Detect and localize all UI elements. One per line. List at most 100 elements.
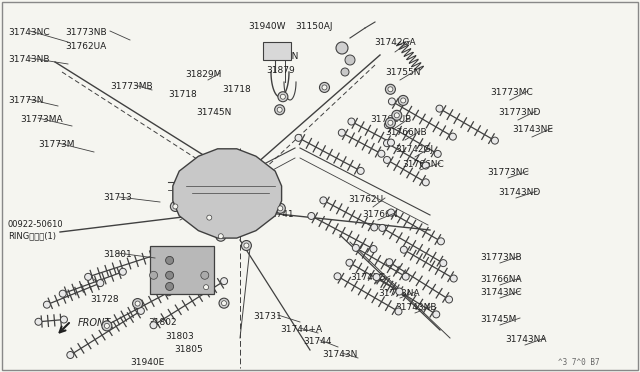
Circle shape: [422, 162, 429, 169]
Text: 31940N: 31940N: [263, 52, 298, 61]
Text: 31745M: 31745M: [480, 315, 516, 324]
Text: 31743NC: 31743NC: [8, 28, 50, 37]
Text: 31773MC: 31773MC: [490, 88, 532, 97]
Text: 31762U: 31762U: [348, 195, 383, 204]
Text: 31743NC: 31743NC: [480, 288, 522, 297]
Text: 31773NB: 31773NB: [65, 28, 107, 37]
Circle shape: [383, 140, 390, 147]
Text: 31743NE: 31743NE: [512, 125, 553, 134]
Circle shape: [339, 129, 346, 136]
Text: 31773M: 31773M: [38, 140, 74, 149]
Text: 31718: 31718: [168, 90, 196, 99]
Circle shape: [401, 246, 407, 253]
Circle shape: [385, 84, 396, 94]
Text: 31743N: 31743N: [322, 350, 357, 359]
Circle shape: [394, 113, 399, 118]
Circle shape: [371, 224, 378, 231]
Circle shape: [357, 167, 364, 174]
Text: 00922-50610: 00922-50610: [8, 220, 63, 229]
Text: 31940E: 31940E: [130, 358, 164, 367]
Circle shape: [204, 285, 209, 290]
Circle shape: [398, 96, 408, 105]
Circle shape: [348, 118, 355, 125]
Circle shape: [97, 280, 104, 286]
Circle shape: [336, 42, 348, 54]
Circle shape: [308, 212, 315, 219]
Text: 31773N: 31773N: [8, 96, 44, 105]
Circle shape: [378, 150, 385, 157]
Circle shape: [221, 278, 228, 285]
Circle shape: [440, 260, 447, 267]
Text: 31766NC: 31766NC: [402, 160, 444, 169]
Text: 31773NA: 31773NA: [378, 289, 420, 298]
Circle shape: [166, 271, 173, 279]
Circle shape: [201, 271, 209, 279]
Circle shape: [341, 68, 349, 76]
Circle shape: [102, 321, 112, 331]
Text: RINGリング(1): RINGリング(1): [8, 231, 56, 240]
Circle shape: [150, 271, 157, 279]
Circle shape: [370, 246, 377, 253]
Circle shape: [445, 296, 452, 303]
Circle shape: [387, 139, 394, 146]
Circle shape: [319, 83, 330, 92]
Text: 31802: 31802: [148, 318, 177, 327]
Circle shape: [373, 273, 380, 280]
Circle shape: [275, 203, 285, 213]
Circle shape: [433, 311, 440, 318]
Circle shape: [379, 224, 386, 231]
Circle shape: [132, 299, 143, 308]
Circle shape: [449, 133, 456, 140]
Circle shape: [392, 110, 402, 120]
Circle shape: [120, 268, 126, 275]
Circle shape: [403, 273, 409, 280]
Circle shape: [388, 120, 393, 125]
Circle shape: [277, 107, 282, 112]
Text: 31726: 31726: [237, 178, 266, 187]
Text: 31801: 31801: [103, 250, 132, 259]
Circle shape: [385, 118, 396, 128]
Text: 31766N: 31766N: [362, 210, 397, 219]
Text: 31742GJ: 31742GJ: [395, 145, 433, 154]
Bar: [263, 42, 291, 60]
Text: 31940W: 31940W: [248, 22, 285, 31]
Text: 31743NA: 31743NA: [505, 335, 547, 344]
Circle shape: [322, 85, 327, 90]
Circle shape: [244, 243, 249, 248]
Circle shape: [334, 273, 341, 280]
Text: 31766NB: 31766NB: [385, 128, 427, 137]
Circle shape: [201, 282, 211, 292]
Circle shape: [103, 322, 110, 329]
Circle shape: [166, 282, 173, 291]
Circle shape: [170, 202, 180, 211]
Text: 31773ND: 31773ND: [498, 108, 540, 117]
Text: 31743NB: 31743NB: [8, 55, 49, 64]
Text: 31803: 31803: [165, 332, 194, 341]
Circle shape: [67, 352, 74, 359]
Text: 31150AJ: 31150AJ: [295, 22, 333, 31]
Circle shape: [451, 275, 457, 282]
Text: 31762UA: 31762UA: [65, 42, 106, 51]
Circle shape: [204, 213, 214, 222]
Circle shape: [207, 215, 212, 220]
Circle shape: [138, 307, 145, 314]
Circle shape: [35, 318, 42, 325]
Text: 31743NB: 31743NB: [395, 303, 436, 312]
Text: 31728: 31728: [90, 295, 118, 304]
Circle shape: [60, 316, 67, 323]
Circle shape: [278, 92, 288, 102]
Text: 31743ND: 31743ND: [498, 188, 540, 197]
Text: 31742G: 31742G: [350, 273, 385, 282]
Text: 31744+A: 31744+A: [280, 325, 322, 334]
Text: 31773MB: 31773MB: [110, 82, 152, 91]
Circle shape: [395, 308, 402, 315]
Circle shape: [346, 259, 353, 266]
Text: 31742GA: 31742GA: [374, 38, 415, 47]
Text: 31745N: 31745N: [196, 108, 232, 117]
Text: 31718: 31718: [222, 85, 251, 94]
Circle shape: [241, 241, 252, 250]
Text: 31755N: 31755N: [385, 68, 420, 77]
Text: 31762UB: 31762UB: [370, 115, 412, 124]
Circle shape: [135, 301, 140, 306]
Circle shape: [401, 98, 406, 103]
